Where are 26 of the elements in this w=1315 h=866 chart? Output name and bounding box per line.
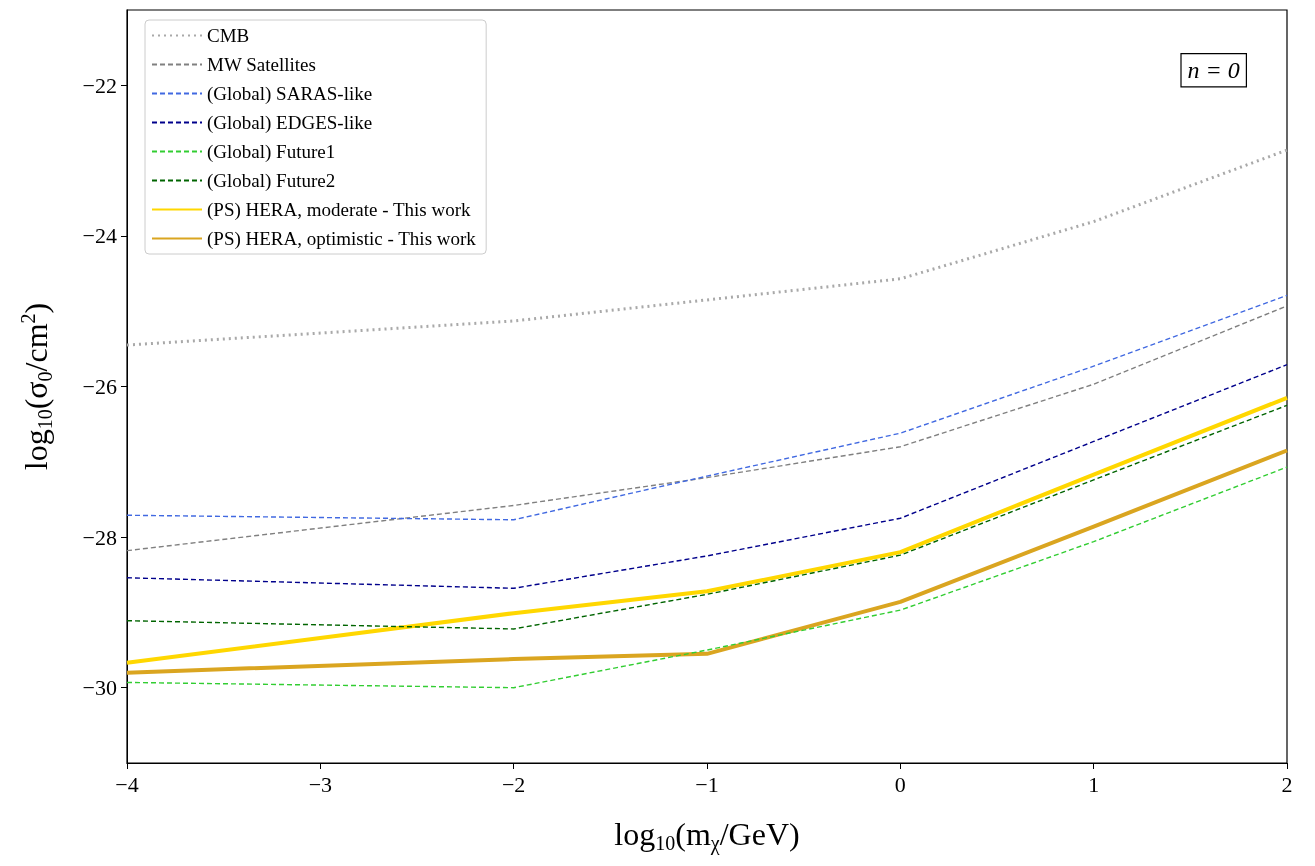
x-tick-label: 0: [894, 771, 906, 797]
legend-label: (Global) Future1: [207, 141, 336, 163]
legend-label: (Global) SARAS-like: [207, 83, 373, 105]
y-tick-label: −28: [82, 524, 117, 550]
y-tick-label: −26: [82, 374, 117, 399]
x-tick-label: −3: [308, 771, 333, 797]
legend-label: (Global) Future2: [207, 170, 336, 192]
x-tick-label: −2: [501, 771, 526, 797]
legend-label: (PS) HERA, moderate - This work: [207, 199, 471, 221]
line-series: [126, 294, 1288, 521]
y-tick-label: −30: [82, 675, 117, 701]
y-tick-label: −24: [82, 223, 117, 249]
legend-label: MW Satellites: [207, 54, 316, 75]
y-axis-title: log10(σ0/cm2): [17, 302, 56, 471]
legend-label: CMB: [207, 25, 250, 46]
x-tick-label: 1: [1088, 771, 1100, 797]
line-series: [126, 404, 1288, 630]
line-series: [126, 363, 1288, 589]
annotation: n = 0: [1187, 57, 1240, 84]
legend-label: (PS) HERA, optimistic - This work: [207, 228, 477, 250]
x-tick-label: 2: [1281, 771, 1293, 797]
y-tick-label: −22: [82, 72, 117, 98]
x-tick-label: −1: [695, 771, 719, 797]
legend-label: (Global) EDGES-like: [207, 112, 373, 134]
line-series: [125, 395, 1289, 665]
x-tick-label: −4: [115, 771, 139, 797]
